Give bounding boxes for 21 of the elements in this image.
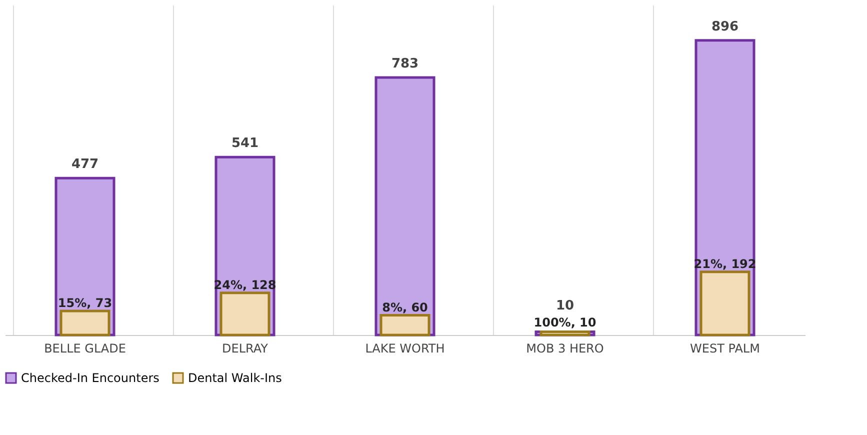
x-tick-label: BELLE GLADE: [44, 342, 126, 356]
data-label: 783: [391, 56, 419, 72]
data-label: 100%, 10: [534, 316, 596, 330]
data-label: 8%, 60: [382, 300, 428, 314]
bar: [380, 314, 430, 336]
data-label: 15%, 73: [58, 296, 112, 310]
x-tick-label: LAKE WORTH: [365, 342, 445, 356]
bar: [374, 76, 436, 336]
data-label: 477: [71, 157, 99, 172]
data-label: 896: [711, 19, 739, 34]
x-tick-label: MOB 3 HERO: [526, 342, 604, 356]
x-tick-label: WEST PALM: [690, 342, 760, 356]
data-label: 541: [231, 136, 259, 152]
legend-label: Checked-In Encounters: [21, 371, 160, 385]
data-label: 10: [556, 298, 574, 314]
bar: [700, 270, 750, 336]
bar: [540, 330, 590, 336]
legend-label: Dental Walk-Ins: [188, 371, 282, 385]
bar: [220, 292, 270, 336]
x-tick-label: DELRAY: [222, 342, 269, 356]
bar: [60, 310, 110, 336]
